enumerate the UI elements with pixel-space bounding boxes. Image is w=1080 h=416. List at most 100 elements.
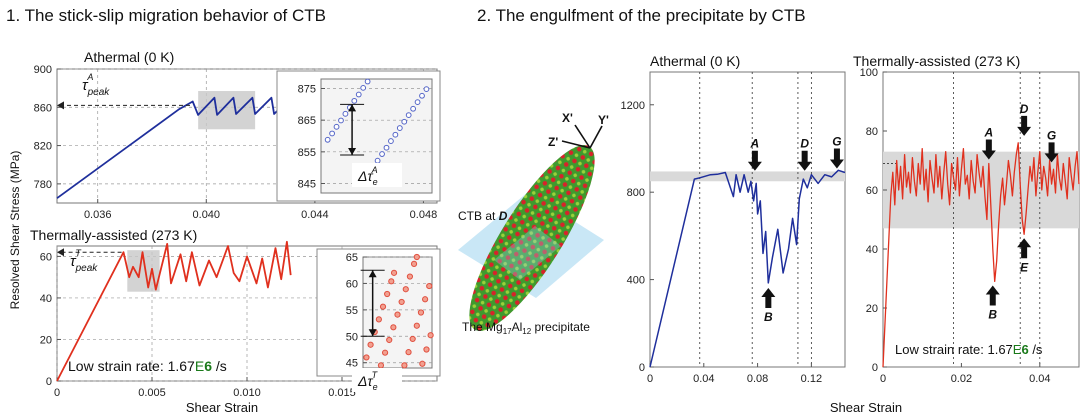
- twin-boundary-overlay: [494, 226, 561, 280]
- T1i-point: [386, 336, 393, 344]
- y-axis-label: Resolved Shear Stress (MPa): [8, 151, 22, 310]
- T1i-point: [381, 349, 389, 356]
- T1i-point: [390, 269, 398, 276]
- T1-series-line: [56, 240, 292, 382]
- strain-rate-E-right: E: [1013, 342, 1022, 357]
- T1i-point: [384, 290, 391, 298]
- thermal-inset-chart: 45 50 55 60 65: [316, 248, 441, 377]
- delta-tau-A-sup: A: [371, 165, 378, 175]
- A1-ytick-label: 900: [34, 64, 52, 76]
- axis-z-line: [561, 140, 591, 149]
- tau-peak-athermal-annotation: τpeak A: [82, 72, 110, 98]
- T1i-point: [394, 311, 401, 318]
- A2-point-arrow-A: [747, 150, 762, 171]
- tau-peak-thermal-annotation: τpeak T: [70, 248, 98, 274]
- T2-point-label-A: A: [984, 125, 994, 139]
- A1i-point: [324, 136, 331, 143]
- T1i-point: [413, 322, 420, 329]
- precipitate-schematic: X' Y' Z' CTB at D The Mg17Al12 precipita…: [458, 111, 609, 336]
- tau-peak-T-sub: peak: [75, 263, 99, 274]
- delta-tau-A-box: [352, 163, 402, 187]
- T1i-point: [388, 278, 395, 285]
- A1i-delta-head-top: [348, 104, 357, 112]
- T2-ytick-label: 100: [860, 67, 878, 79]
- A2-xtick-label: 0.12: [801, 373, 822, 385]
- A1-ytick-label: 780: [34, 179, 52, 191]
- A1i-point: [360, 84, 367, 91]
- A2-xtick-label: 0.08: [747, 373, 768, 385]
- A1-xtick-label: 0.044: [301, 209, 329, 221]
- tau-peak-T-main: τ: [70, 253, 77, 270]
- A2-point-label-B: B: [764, 310, 773, 324]
- T1-xtick-label: 0.005: [138, 387, 166, 399]
- svg-text:τpeakA: τpeak A: [82, 72, 110, 98]
- tau-peak-A-main: τ: [82, 77, 89, 94]
- A2-xtick-label: 0: [647, 373, 653, 385]
- A1i-point: [423, 86, 430, 93]
- T1i-point: [363, 354, 370, 361]
- athermal-chart-right: 0 400 800 1200 0 0.04 0.08 0.12 A B D G Athermal (0 …: [621, 53, 846, 385]
- A1i-point: [351, 97, 358, 104]
- T1-xtick-label: 0.015: [328, 387, 356, 399]
- T2-point-arrow-G: [1044, 142, 1059, 163]
- T2-point-arrow-A: [981, 139, 996, 160]
- T2-point-arrow-D: [1017, 115, 1032, 136]
- T1i-point: [405, 349, 412, 356]
- A1i-point: [401, 118, 408, 125]
- T2-point-arrow-E: [1017, 238, 1032, 259]
- T1i-ytick-label: 65: [346, 252, 358, 264]
- A2-xtick-label: 0.04: [693, 373, 714, 385]
- x-axis-label-left: Shear Strain: [186, 400, 258, 415]
- A2-ytick-label: 400: [627, 275, 645, 287]
- delta-tau-T-box: [352, 368, 402, 392]
- A2-band: [650, 171, 845, 182]
- T1i-point: [401, 362, 408, 369]
- strain-rate-label-left: Low strain rate: 1.67E6 /s: [68, 358, 227, 374]
- A1i-point: [414, 99, 421, 106]
- T1i-ytick-label: 60: [346, 278, 358, 290]
- T1-xtick-label: 0.010: [233, 387, 261, 399]
- heading-left: 1. The stick-slip migration behavior of …: [6, 6, 326, 25]
- T1-ytick-label: 40: [40, 293, 52, 305]
- A1i-delta-head-bottom: [348, 148, 357, 155]
- T1-ytick-label: 0: [46, 376, 52, 388]
- A1i-ytick-label: 845: [298, 179, 316, 191]
- T1i-point: [367, 341, 374, 348]
- ctb-point-label: D: [499, 209, 508, 223]
- A1i-point: [388, 138, 394, 144]
- A1i-point: [410, 105, 417, 112]
- T1i-point: [402, 286, 409, 293]
- strain-rate-label-right: Low strain rate: 1.67E6 /s: [895, 342, 1043, 357]
- T1i-point: [398, 298, 405, 306]
- A1i-point: [342, 110, 349, 117]
- A1i-ytick-label: 855: [298, 147, 316, 159]
- T2-ytick-label: 40: [866, 244, 878, 256]
- delta-tau-A-sub: e: [373, 177, 378, 187]
- T2-point-label-E: E: [1020, 260, 1029, 274]
- T2-ytick-label: 80: [866, 126, 878, 138]
- svg-text:τpeakT: τpeak T: [70, 248, 98, 274]
- tau-peak-A-sub: peak: [87, 87, 111, 98]
- T2-ytick-label: 20: [866, 303, 878, 315]
- T2-xtick-label: 0.02: [951, 373, 972, 385]
- T1i-point: [377, 362, 385, 369]
- axis-x-label: X': [562, 111, 573, 125]
- tau-peak-T-sup: T: [75, 248, 82, 258]
- A1i-point: [338, 117, 344, 124]
- T1-peak-arrowhead: [57, 248, 64, 257]
- A1-ytick-label: 860: [34, 102, 52, 114]
- T2-point-arrow-B: [985, 285, 1000, 306]
- strain-rate-exp-left: 6: [204, 358, 212, 374]
- A1-xtick-label: 0.040: [193, 209, 221, 221]
- A2-point-label-D: D: [800, 137, 809, 151]
- A2-point-label-A: A: [750, 137, 760, 151]
- T2-point-label-D: D: [1020, 102, 1029, 116]
- T1i-delta-head-top: [368, 270, 377, 278]
- heading-right: 2. The engulfment of the precipitate by …: [477, 6, 806, 25]
- T1i-point: [379, 303, 387, 310]
- A1-xtick-label: 0.048: [410, 209, 438, 221]
- A2-plot-frame: [649, 71, 846, 368]
- A2-point-label-G: G: [832, 135, 841, 149]
- x-axis-label-right: Shear Strain: [830, 400, 902, 415]
